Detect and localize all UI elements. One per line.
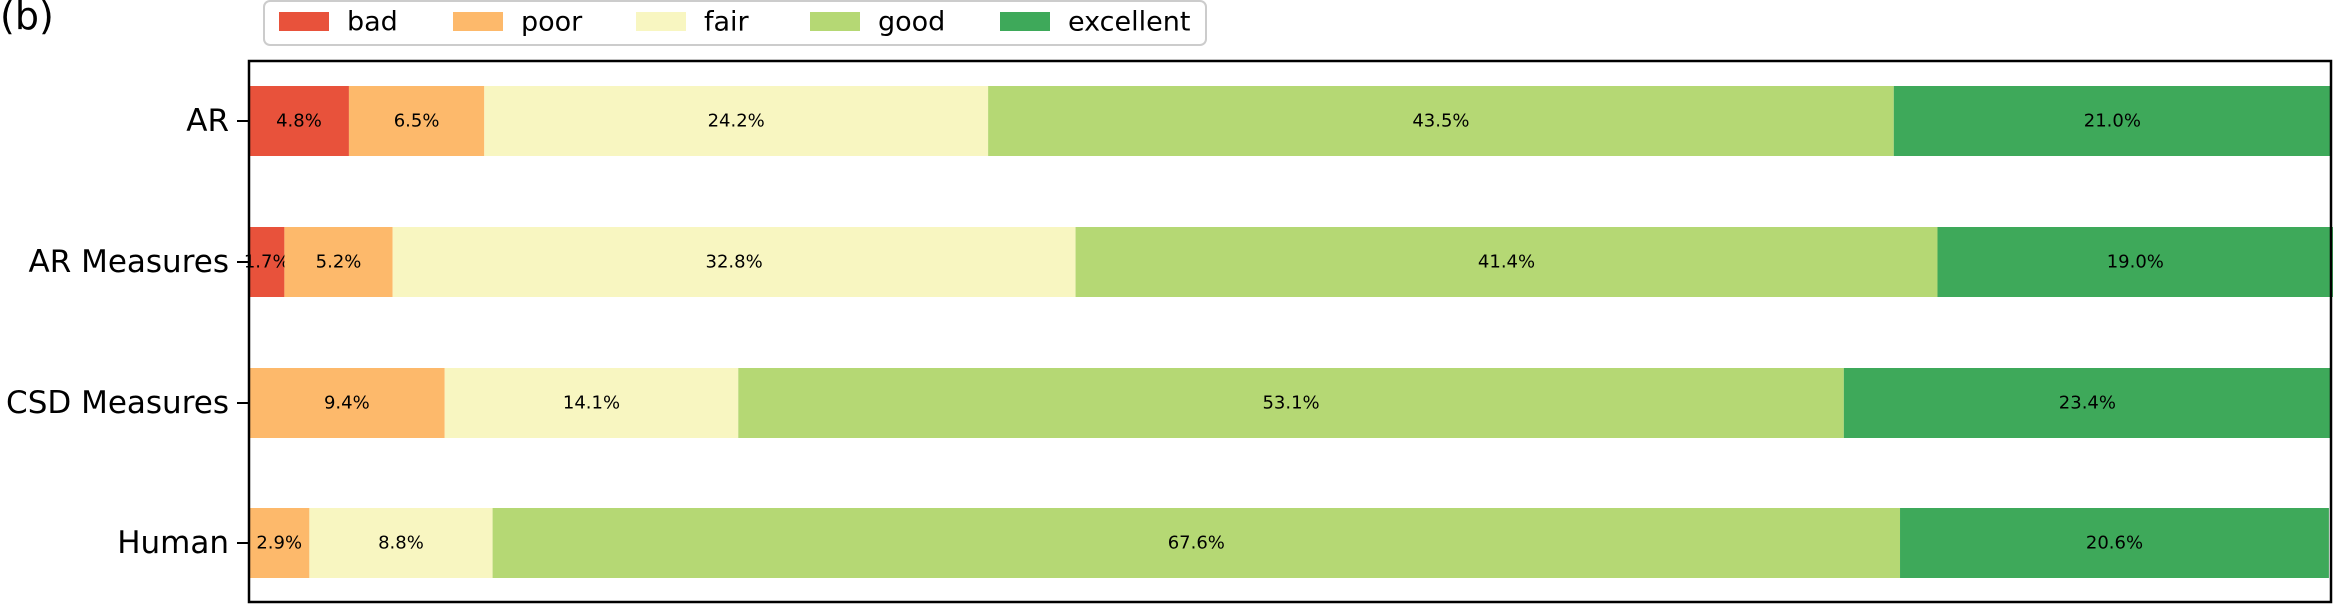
bar-ar-measures-poor (284, 227, 393, 297)
bar-ar-excellent (1893, 86, 2331, 156)
data-label-ar-measures-bad: 1.7% (244, 252, 290, 273)
legend-label-good: good (878, 7, 945, 38)
plot-frame (247, 59, 2333, 604)
y-tick-labels: AR AR Measures CSD Measures Human (6, 103, 249, 561)
bars: 4.8% 6.5% 24.2% 43.5% 21.0% 1.7% 5.2% 32.8% 41.4… (244, 86, 2333, 578)
y-tick-label: CSD Measures (6, 385, 229, 421)
bar-ar-fair (484, 86, 989, 156)
data-label-csd-measures-fair: 14.1% (563, 393, 620, 414)
bar-ar-bad (249, 86, 349, 156)
data-label-ar-excellent: 21.0% (2084, 111, 2141, 132)
legend-swatch-excellent (1000, 12, 1050, 31)
data-label-ar-fair: 24.2% (708, 111, 765, 132)
legend-swatch-bad (279, 12, 329, 31)
bar-csd-measures-good (738, 368, 1844, 438)
data-label-human-excellent: 20.6% (2086, 533, 2143, 554)
bar-ar-measures-bad (249, 227, 285, 297)
y-tick-label: AR Measures (28, 244, 229, 280)
data-label-ar-measures-excellent: 19.0% (2107, 252, 2164, 273)
data-label-ar-poor: 6.5% (394, 111, 440, 132)
data-label-ar-measures-fair: 32.8% (706, 252, 763, 273)
legend-label-poor: poor (521, 7, 583, 38)
bar-csd-measures-excellent (1843, 368, 2331, 438)
bar-ar-measures-good (1075, 227, 1938, 297)
bar-ar-poor (348, 86, 485, 156)
bar-human-poor (249, 508, 310, 578)
data-label-ar-measures-good: 41.4% (1478, 252, 1535, 273)
bar-csd-measures-fair (444, 368, 739, 438)
bar-csd-measures-poor (249, 368, 445, 438)
data-label-csd-measures-excellent: 23.4% (2059, 393, 2116, 414)
legend-swatch-good (810, 12, 860, 31)
y-tick-label: Human (117, 525, 229, 561)
bar-human-fair (309, 508, 493, 578)
data-label-ar-measures-poor: 5.2% (316, 252, 362, 273)
legend-swatch-fair (636, 12, 686, 31)
legend-label-bad: bad (347, 7, 398, 38)
data-label-human-fair: 8.8% (378, 533, 424, 554)
panel-label: (b) (0, 0, 54, 38)
bar-human-excellent (1900, 508, 2329, 578)
data-label-ar-bad: 4.8% (276, 111, 322, 132)
data-label-human-poor: 2.9% (256, 533, 302, 554)
data-label-csd-measures-good: 53.1% (1262, 393, 1319, 414)
legend-swatch-poor (453, 12, 503, 31)
legend: bad poor fair good excellent (263, 0, 1207, 46)
legend-label-excellent: excellent (1068, 7, 1190, 38)
y-tick-label: AR (186, 103, 229, 139)
bar-ar-good (988, 86, 1894, 156)
data-label-human-good: 67.6% (1168, 533, 1225, 554)
bar-ar-measures-fair (392, 227, 1076, 297)
legend-label-fair: fair (704, 7, 750, 38)
bar-human-good (492, 508, 1901, 578)
data-label-csd-measures-poor: 9.4% (324, 393, 370, 414)
data-label-ar-good: 43.5% (1412, 111, 1469, 132)
bar-ar-measures-excellent (1937, 227, 2333, 297)
